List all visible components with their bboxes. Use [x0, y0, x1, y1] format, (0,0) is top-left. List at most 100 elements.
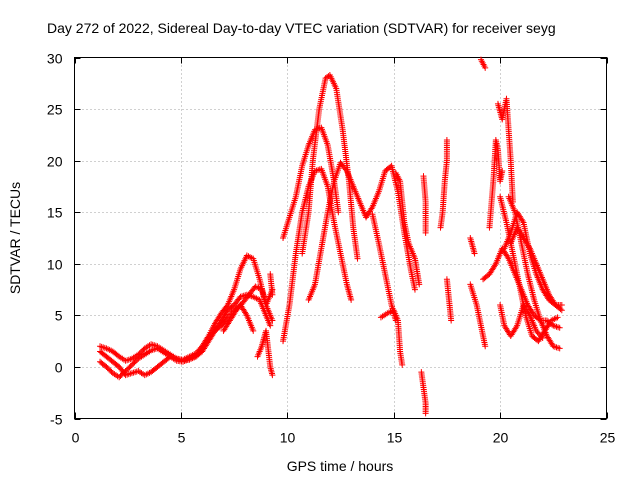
- y-tick-label: 0: [55, 360, 63, 376]
- y-tick-label: 30: [47, 51, 63, 67]
- data-point: [525, 243, 532, 250]
- x-tick-labels: 0 5 10 15 20 25: [72, 430, 616, 446]
- data-point: [416, 281, 423, 288]
- data-point: [555, 344, 562, 351]
- y-axis-label: SDTVAR / TECUs: [7, 182, 23, 294]
- data-point: [205, 335, 212, 342]
- y-tick-label: 20: [47, 154, 63, 170]
- series-arc13: [392, 170, 423, 288]
- data-point: [556, 345, 563, 352]
- y-tick-label: 25: [47, 102, 63, 118]
- series-arc1: [97, 291, 274, 379]
- data-point: [482, 343, 489, 350]
- data-point: [422, 410, 429, 417]
- series-arc7: [280, 165, 355, 345]
- data-point: [525, 310, 532, 317]
- y-tick-label: 10: [47, 257, 63, 273]
- y-tick-label: 15: [47, 205, 63, 221]
- x-tick-label: 20: [493, 430, 509, 446]
- y-tick-labels: -5 0 5 10 15 20 25 30: [47, 51, 63, 428]
- series-arc18: [467, 235, 478, 257]
- data-point: [471, 250, 478, 257]
- y-tick-label: -5: [50, 412, 63, 428]
- data-point: [411, 286, 418, 293]
- x-tick-label: 10: [280, 430, 296, 446]
- data-point: [558, 302, 565, 309]
- data-point: [335, 209, 342, 216]
- series-arc19: [467, 281, 489, 350]
- x-tick-label: 0: [72, 430, 80, 446]
- series-arc17: [443, 276, 455, 324]
- series-arc22: [486, 137, 506, 231]
- series-arc28: [507, 224, 565, 309]
- data-point: [250, 327, 257, 334]
- data-point: [551, 300, 558, 307]
- data-point: [504, 254, 511, 261]
- plot-frame: [74, 57, 607, 419]
- series-arc27: [497, 302, 546, 342]
- x-tick-label: 5: [178, 430, 186, 446]
- data-point: [348, 296, 355, 303]
- data-point: [269, 372, 276, 379]
- data-point: [537, 332, 544, 339]
- series-arc16: [437, 137, 450, 231]
- x-tick-label: 25: [600, 430, 616, 446]
- data-point: [533, 327, 540, 334]
- data-point: [399, 361, 406, 368]
- data-point: [128, 370, 135, 377]
- data-point: [130, 369, 137, 376]
- data-point: [233, 307, 240, 314]
- data-point: [269, 317, 276, 324]
- data-point: [98, 343, 105, 350]
- data-point: [97, 343, 104, 350]
- data-point: [208, 332, 215, 339]
- data-point: [482, 64, 489, 71]
- data-point: [242, 310, 249, 317]
- series-arc3: [97, 302, 257, 381]
- data-point: [535, 330, 542, 337]
- series-arc15: [418, 369, 429, 417]
- y-tick-label: 5: [55, 308, 63, 324]
- series-arc6: [267, 271, 276, 298]
- chart-title: Day 272 of 2022, Sidereal Day-to-day VTE…: [47, 20, 556, 36]
- data-point: [448, 317, 455, 324]
- data-point: [499, 167, 506, 174]
- data-point: [513, 324, 520, 331]
- series-arc5: [254, 327, 276, 379]
- data-point: [443, 137, 450, 144]
- data-point: [237, 302, 244, 309]
- data-point: [354, 255, 361, 262]
- data-point: [534, 329, 541, 336]
- data-point: [556, 324, 563, 331]
- data-point: [491, 262, 498, 269]
- series-arc24: [497, 193, 561, 345]
- series-arc12: [377, 307, 406, 368]
- data-point: [342, 166, 349, 173]
- data-point: [538, 333, 545, 340]
- data-points: [97, 56, 565, 417]
- data-point: [551, 315, 558, 322]
- data-point: [209, 330, 216, 337]
- data-point: [558, 307, 565, 314]
- data-point: [206, 333, 213, 340]
- data-point: [554, 314, 561, 321]
- x-axis-label: GPS time / hours: [287, 458, 394, 474]
- data-point: [269, 291, 276, 298]
- series-arc9: [299, 72, 361, 262]
- series-arc20: [477, 56, 489, 71]
- data-point: [133, 368, 140, 375]
- axis-ticks: [74, 57, 608, 420]
- data-point: [234, 305, 241, 312]
- data-point: [124, 357, 131, 364]
- data-point: [539, 335, 546, 342]
- data-point: [223, 303, 230, 310]
- data-point: [368, 205, 375, 212]
- series-arc11: [369, 211, 399, 324]
- series-arc23: [494, 95, 516, 205]
- series-arc2: [97, 252, 276, 364]
- x-tick-label: 15: [387, 430, 403, 446]
- data-point: [149, 341, 156, 348]
- data-point: [519, 218, 526, 225]
- data-point: [555, 324, 562, 331]
